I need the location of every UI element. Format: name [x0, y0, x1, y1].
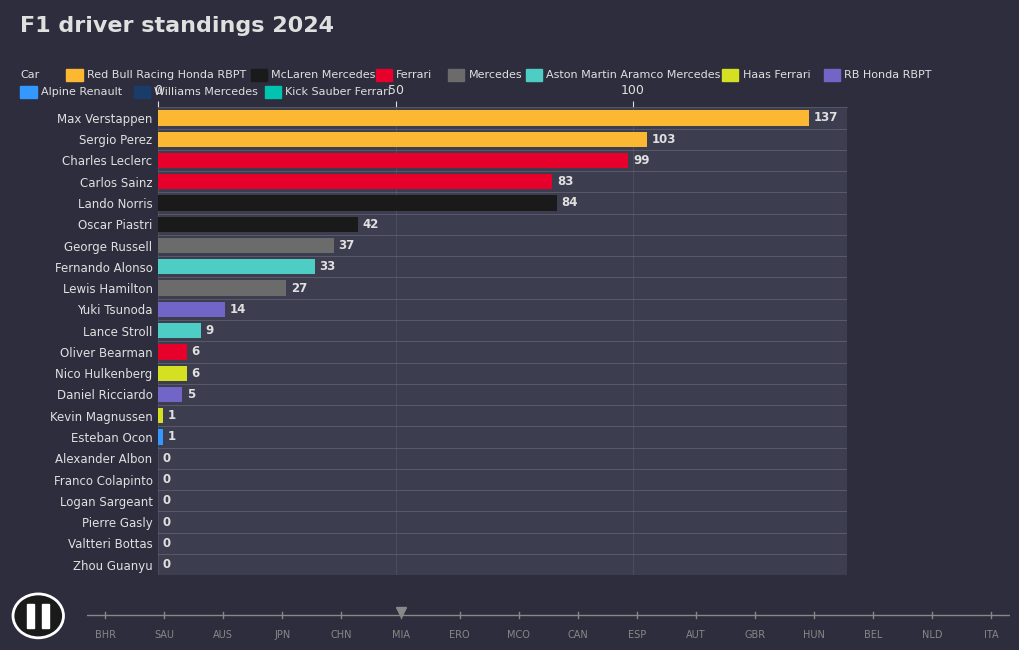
Text: 99: 99 [633, 154, 649, 167]
Text: CAN: CAN [567, 630, 588, 640]
Text: 6: 6 [192, 367, 200, 380]
Text: McLaren Mercedes: McLaren Mercedes [271, 70, 375, 80]
Bar [158, 387, 181, 402]
Text: 5: 5 [186, 388, 195, 401]
Text: SAU: SAU [154, 630, 174, 640]
Text: AUT: AUT [686, 630, 705, 640]
Text: Red Bull Racing Honda RBPT: Red Bull Racing Honda RBPT [87, 70, 246, 80]
Circle shape [13, 594, 63, 638]
Text: 0: 0 [163, 494, 171, 507]
Text: Haas Ferrari: Haas Ferrari [742, 70, 809, 80]
Text: 6: 6 [192, 345, 200, 358]
Text: 0: 0 [163, 537, 171, 550]
Text: Aston Martin Aramco Mercedes: Aston Martin Aramco Mercedes [546, 70, 720, 80]
Text: 1: 1 [167, 410, 175, 422]
Bar [158, 153, 628, 168]
Text: 84: 84 [561, 196, 578, 209]
Bar [158, 238, 333, 254]
Bar [158, 344, 186, 359]
Text: Williams Mercedes: Williams Mercedes [154, 87, 258, 98]
Text: 0: 0 [163, 515, 171, 528]
Text: JPN: JPN [274, 630, 290, 640]
Text: Alpine Renault: Alpine Renault [41, 87, 122, 98]
Bar [158, 216, 358, 232]
Text: BHR: BHR [95, 630, 115, 640]
Text: 137: 137 [812, 111, 837, 124]
Text: Kick Sauber Ferrari: Kick Sauber Ferrari [285, 87, 391, 98]
Text: 0: 0 [163, 558, 171, 571]
Text: 9: 9 [206, 324, 214, 337]
Bar [158, 111, 808, 125]
Text: GBR: GBR [744, 630, 765, 640]
Bar [158, 365, 186, 381]
Bar [158, 429, 163, 445]
Bar [158, 323, 201, 338]
Bar [158, 195, 556, 211]
Text: F1 driver standings 2024: F1 driver standings 2024 [20, 16, 334, 36]
Text: MCO: MCO [506, 630, 530, 640]
Bar [158, 174, 551, 189]
Text: 103: 103 [651, 133, 676, 146]
Bar [158, 259, 315, 274]
Text: 37: 37 [338, 239, 355, 252]
Text: Ferrari: Ferrari [396, 70, 432, 80]
Text: 27: 27 [290, 281, 307, 294]
Text: 0: 0 [163, 452, 171, 465]
Text: Mercedes: Mercedes [468, 70, 522, 80]
Bar [158, 131, 646, 147]
Text: 0: 0 [163, 473, 171, 486]
Bar [158, 408, 163, 423]
Text: 1: 1 [167, 430, 175, 443]
FancyBboxPatch shape [42, 604, 50, 628]
Text: ERO: ERO [449, 630, 470, 640]
Text: BEL: BEL [863, 630, 881, 640]
Text: NLD: NLD [921, 630, 942, 640]
Text: 33: 33 [319, 260, 335, 273]
Text: MIA: MIA [391, 630, 410, 640]
Text: ESP: ESP [627, 630, 645, 640]
Text: AUS: AUS [213, 630, 233, 640]
Text: CHN: CHN [330, 630, 352, 640]
Bar [158, 280, 286, 296]
Text: Car: Car [20, 70, 40, 80]
Text: ITA: ITA [983, 630, 998, 640]
Text: RB Honda RBPT: RB Honda RBPT [844, 70, 930, 80]
Text: 14: 14 [229, 303, 246, 316]
FancyBboxPatch shape [28, 604, 35, 628]
Text: 83: 83 [556, 176, 573, 188]
Text: HUN: HUN [802, 630, 824, 640]
Text: 42: 42 [362, 218, 378, 231]
Bar [158, 302, 224, 317]
